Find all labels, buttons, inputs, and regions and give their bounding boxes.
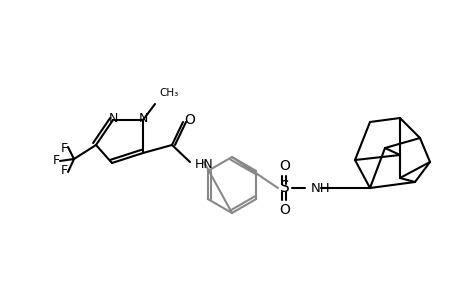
Text: HN: HN <box>195 158 213 170</box>
Text: O: O <box>279 159 290 173</box>
Text: O: O <box>184 113 195 127</box>
Text: N: N <box>108 112 118 125</box>
Text: N: N <box>138 112 147 125</box>
Text: F: F <box>60 142 67 155</box>
Text: F: F <box>60 164 67 178</box>
Text: O: O <box>279 203 290 217</box>
Text: CH₃: CH₃ <box>159 88 178 98</box>
Text: NH: NH <box>310 182 330 194</box>
Text: S: S <box>280 181 289 196</box>
Text: F: F <box>52 154 59 166</box>
